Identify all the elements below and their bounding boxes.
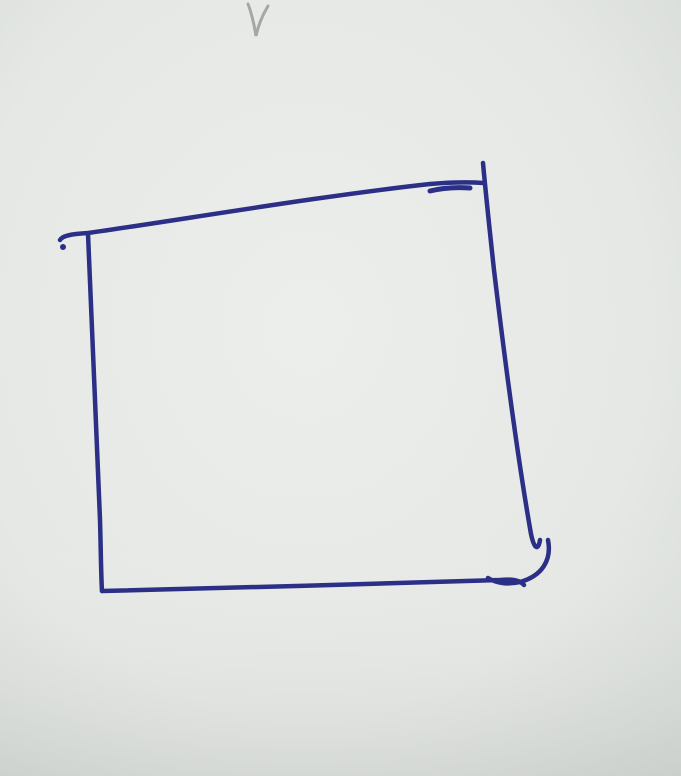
right-edge: [480, 160, 543, 550]
pencil-mark: [246, 2, 270, 37]
left-edge: [85, 231, 105, 594]
bottom-edge: [99, 577, 527, 594]
top-left-dot: [60, 244, 66, 250]
bottom-right-curl: [485, 537, 552, 586]
paper-shadow: [0, 520, 681, 776]
top-right-hook: [427, 185, 473, 194]
ink-quadrilateral: [57, 160, 552, 594]
top-edge: [57, 180, 487, 243]
